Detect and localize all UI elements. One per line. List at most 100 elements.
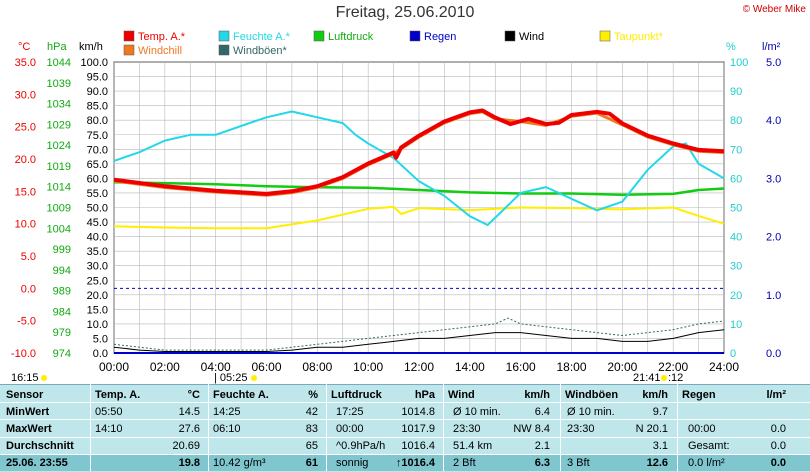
table-cell: 23:30	[567, 423, 595, 435]
table-cell: 06:10	[213, 423, 241, 435]
table-cell: ↑1016.4	[395, 457, 435, 469]
table-cell: 17:25	[336, 406, 364, 418]
pressure-tick-label: 994	[53, 265, 71, 277]
table-hline	[0, 419, 810, 420]
table-header: Regen	[682, 389, 716, 401]
x-tick-label: 10:00	[353, 360, 383, 374]
pressure-tick-label: 1034	[47, 99, 71, 111]
table-row-label: MinWert	[6, 406, 50, 418]
table-row-label: Durchschnitt	[6, 440, 74, 452]
table-cell: 3 Bft	[567, 457, 590, 469]
table-cell: 14.5	[178, 406, 200, 418]
wind-tick-label: 100.0	[80, 57, 108, 69]
table-cell: 42	[305, 406, 318, 418]
rain-tick-label: 2.0	[766, 232, 781, 244]
table-cell: 00:00	[688, 423, 716, 435]
temp-tick-label: 25.0	[15, 122, 36, 134]
temp-tick-label: -5.0	[17, 316, 36, 328]
table-cell: NW 8.4	[513, 423, 550, 435]
temp-tick-label: -10.0	[11, 348, 36, 360]
table-separator	[326, 384, 327, 471]
table-header: km/h	[524, 389, 550, 401]
table-cell: 0.0	[770, 457, 786, 469]
table-separator	[560, 384, 561, 471]
weather-chart: 35.0 30.0 25.0 20.0 15.0 10.0 5.0 0.0 -5.0 -10.0 1…	[11, 30, 781, 384]
table-cell: 6.3	[534, 457, 550, 469]
pressure-tick-label: 1004	[47, 223, 71, 235]
humidity-tick-label: 90	[730, 86, 742, 98]
legend-swatch	[218, 30, 230, 42]
rain-tick-label: 5.0	[766, 57, 781, 69]
x-tick-label: 04:00	[201, 360, 231, 374]
pressure-tick-label: 1044	[47, 57, 71, 69]
table-separator	[90, 384, 91, 471]
temp-tick-label: 5.0	[21, 251, 36, 263]
table-cell: N 20.1	[635, 423, 668, 435]
x-tick-label: 24:00	[709, 360, 739, 374]
legend-label: Temp. A.*	[138, 31, 186, 43]
sunset-label: 21:41	[633, 372, 661, 384]
table-cell: Ø 10 min.	[453, 406, 501, 418]
series-luftdruck	[113, 181, 725, 196]
legend-label: Regen	[424, 31, 456, 43]
humidity-tick-label: 80	[730, 115, 742, 127]
table-header: Temp. A.	[95, 389, 141, 401]
legend-swatch	[123, 30, 135, 42]
table-header: l/m²	[766, 389, 786, 401]
sunrise-icon	[251, 375, 257, 381]
legend-swatch	[409, 30, 421, 42]
table-header: km/h	[642, 389, 668, 401]
table-cell: 1016.4	[401, 440, 435, 452]
table-cell: 23:30	[453, 423, 481, 435]
wind-tick-label: 25.0	[87, 275, 108, 287]
humidity-tick-label: 60	[730, 173, 742, 185]
x-tick-label: 22:00	[658, 360, 688, 374]
humidity-tick-label: 100	[730, 57, 748, 69]
x-tick-label: 00:00	[99, 360, 129, 374]
wind-tick-label: 45.0	[87, 217, 108, 229]
wind-tick-label: 80.0	[87, 115, 108, 127]
table-cell: 19.8	[178, 457, 200, 469]
table-cell: 1017.9	[401, 423, 435, 435]
legend-swatch	[599, 30, 611, 42]
legend-label: Windchill	[138, 45, 182, 57]
wind-tick-label: 40.0	[87, 232, 108, 244]
humidity-tick-label: 50	[730, 203, 742, 215]
table-header: Luftdruck	[331, 389, 382, 401]
wind-tick-label: 95.0	[87, 72, 108, 84]
legend-label: Windböen*	[233, 45, 288, 57]
table-header: hPa	[414, 389, 435, 401]
table-cell: 0.0	[770, 423, 786, 435]
wind-tick-label: 55.0	[87, 188, 108, 200]
table-cell: 2.1	[534, 440, 550, 452]
table-cell: ^0.9hPa/h	[336, 440, 386, 452]
table-cell: sonnig	[336, 457, 369, 469]
current-row-bg	[0, 454, 810, 471]
time-left-label: 16:15	[11, 372, 39, 384]
table-hline	[0, 402, 810, 403]
table-separator	[443, 384, 444, 471]
temp-tick-label: 30.0	[15, 89, 36, 101]
sun-icon	[41, 375, 47, 381]
table-cell: Gesamt:	[688, 440, 730, 452]
chart-title: Freitag, 25.06.2010	[335, 4, 475, 21]
humidity-tick-label: 0	[730, 348, 736, 360]
table-header: °C	[187, 389, 200, 401]
temp-tick-label: 0.0	[21, 283, 36, 295]
table-cell: 61	[305, 457, 318, 469]
rain-tick-label: 0.0	[766, 348, 781, 360]
table-cell: 0.0	[770, 440, 786, 452]
pressure-tick-label: 974	[53, 348, 71, 360]
table-row-label: MaxWert	[6, 423, 52, 435]
legend-swatch	[218, 44, 230, 56]
x-tick-label: 14:00	[455, 360, 485, 374]
table-cell: 51.4 km	[453, 440, 493, 452]
series-feuchtea	[113, 110, 725, 226]
rain-axis-label: l/m²	[762, 41, 781, 53]
wind-tick-label: 50.0	[87, 203, 108, 215]
pressure-tick-label: 1029	[47, 119, 71, 131]
humidity-tick-label: 70	[730, 144, 742, 156]
moon-label: :12	[668, 372, 683, 384]
x-tick-label: 20:00	[607, 360, 637, 374]
legend-swatch	[123, 44, 135, 56]
